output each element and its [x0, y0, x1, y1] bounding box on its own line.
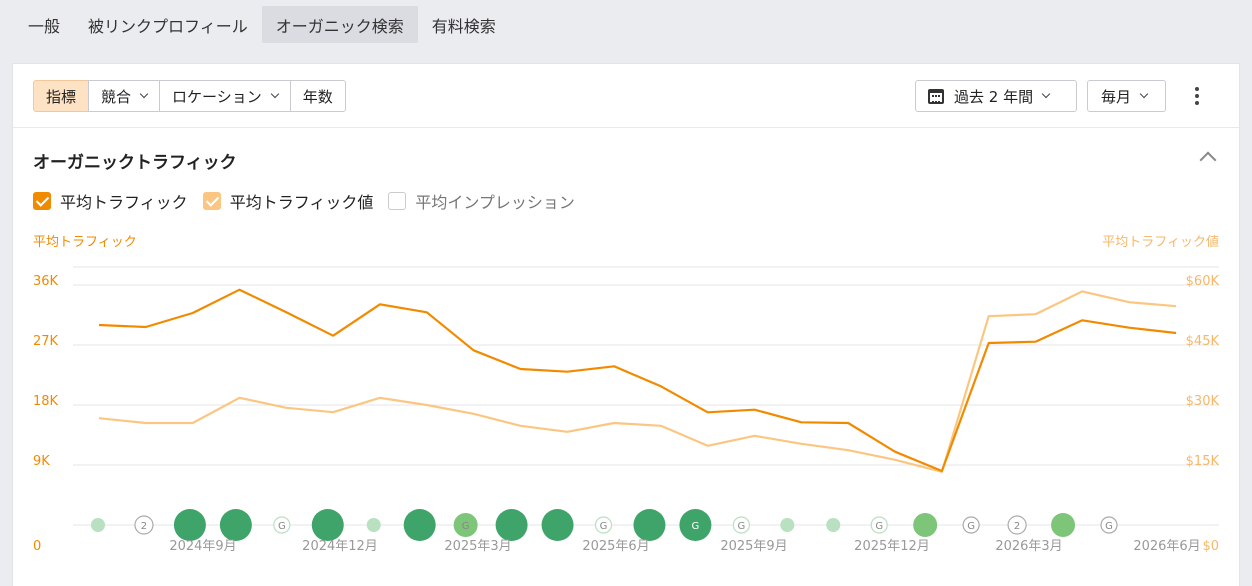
chevron-down-icon: [270, 89, 279, 99]
x-tick-label: 2024年9月: [169, 539, 236, 554]
calendar-icon: [928, 88, 944, 104]
left-tick-label: 36K: [33, 274, 59, 289]
location-label: ロケーション: [172, 87, 262, 106]
update-marker-icon: [495, 509, 528, 541]
filter-segment: 指標 競合 ロケーション 年数: [33, 80, 346, 112]
legend-label: 平均トラフィック値: [229, 193, 374, 212]
update-marker-icon: [403, 509, 436, 541]
left-axis-title: 平均トラフィック: [33, 235, 137, 250]
legend-label: 平均インプレッション: [415, 193, 575, 212]
update-marker-icon: [826, 518, 841, 532]
checkbox-checked-icon: [202, 192, 221, 210]
left-tick-label: 9K: [33, 454, 50, 469]
update-marker-icon: [453, 513, 478, 537]
competitors-label: 競合: [101, 87, 132, 106]
legend-avg-impressions[interactable]: 平均インプレッション: [388, 189, 575, 213]
collapse-chevron-icon[interactable]: [1199, 151, 1217, 169]
google-g-icon: 2: [141, 521, 147, 532]
series-line-avg-traffic: [98, 288, 1177, 473]
update-marker-icon: [732, 516, 750, 534]
tab-paid-search[interactable]: 有料検索: [431, 16, 496, 36]
update-marker-icon: [219, 509, 252, 541]
toolbar: 指標 競合 ロケーション 年数 過去 2 年間 毎月: [13, 64, 1239, 128]
x-tick-label: 2025年9月: [720, 539, 787, 554]
google-g-icon: G: [462, 521, 470, 532]
chevron-down-icon: [1041, 89, 1051, 99]
right-axis-title: 平均トラフィック値: [1102, 234, 1219, 250]
right-tick-label: $15K: [1186, 454, 1220, 469]
checkbox-unchecked-icon: [388, 192, 407, 210]
tab-bar: 一般 被リンクプロフィール オーガニック検索 有料検索: [14, 6, 510, 43]
google-g-icon: G: [875, 521, 883, 532]
traffic-chart: 平均トラフィック 平均トラフィック値 0 $0 9K $15K 18K $30K 27K $4…: [33, 234, 1220, 554]
update-marker-icon: [780, 518, 795, 532]
years-label: 年数: [302, 87, 333, 106]
update-marker-icon: [134, 515, 154, 535]
update-marker-icon: [1100, 516, 1118, 534]
update-marker-icon: [273, 516, 291, 534]
update-marker-icon: [679, 509, 712, 541]
update-marker-icon: [1051, 513, 1076, 537]
competitors-dropdown[interactable]: 競合: [88, 80, 161, 112]
update-marker-icon: [541, 509, 574, 541]
series-line-avg-traffic-value: [98, 290, 1177, 473]
update-marker-icon: [1007, 515, 1027, 535]
x-tick-label: 2026年3月: [995, 539, 1062, 554]
period-dropdown[interactable]: 毎月: [1087, 80, 1166, 112]
update-marker-icon: [91, 518, 105, 532]
update-marker-icon: [633, 509, 666, 541]
update-marker-icon: [311, 509, 344, 541]
update-marker-icon: [913, 513, 938, 537]
organic-traffic-card: 指標 競合 ロケーション 年数 過去 2 年間 毎月 オーガニックトラフィック …: [12, 63, 1240, 586]
left-tick-label: 0: [33, 539, 41, 554]
chart-legend: 平均トラフィック 平均トラフィック値 平均インプレッション: [33, 190, 590, 212]
right-tick-label: $30K: [1186, 394, 1220, 409]
legend-label: 平均トラフィック: [60, 193, 188, 212]
metrics-button[interactable]: 指標: [33, 80, 90, 112]
right-tick-label: $0: [1202, 539, 1219, 554]
tab-general[interactable]: 一般: [28, 16, 61, 36]
checkbox-checked-icon: [33, 192, 51, 210]
left-tick-label: 18K: [33, 394, 59, 409]
update-marker-icon: [870, 516, 888, 534]
google-g-icon: G: [967, 521, 975, 532]
google-g-icon: 2: [1014, 521, 1020, 532]
google-g-icon: G: [278, 521, 286, 532]
google-g-icon: G: [600, 521, 608, 532]
update-marker-icon: [962, 516, 980, 534]
years-button[interactable]: 年数: [289, 80, 346, 112]
x-tick-label: 2025年6月: [582, 539, 649, 554]
tab-backlink-profile[interactable]: 被リンクプロフィール: [88, 16, 248, 36]
right-tick-label: $45K: [1186, 334, 1220, 349]
location-dropdown[interactable]: ロケーション: [159, 80, 291, 112]
more-options-icon[interactable]: [1187, 84, 1207, 108]
x-tick-label: 2026年6月: [1133, 539, 1200, 554]
google-g-icon: G: [1105, 521, 1113, 532]
google-g-icon: G: [692, 521, 700, 532]
x-tick-label: 2024年12月: [302, 539, 378, 554]
tab-organic-search[interactable]: オーガニック検索: [261, 6, 418, 43]
date-range-dropdown[interactable]: 過去 2 年間: [915, 80, 1077, 112]
metrics-label: 指標: [46, 87, 77, 106]
update-marker-icon: [594, 516, 613, 534]
section-title: オーガニックトラフィック: [33, 153, 237, 173]
legend-avg-traffic-value[interactable]: 平均トラフィック値: [202, 189, 374, 213]
left-tick-label: 27K: [33, 334, 59, 349]
update-marker-icon: [366, 518, 381, 532]
google-g-icon: G: [737, 521, 745, 532]
x-tick-label: 2025年12月: [854, 539, 930, 554]
chevron-down-icon: [1139, 89, 1149, 99]
right-tick-label: $60K: [1186, 274, 1220, 289]
date-range-label: 過去 2 年間: [954, 87, 1034, 106]
period-label: 毎月: [1101, 87, 1132, 106]
update-marker-icon: [173, 509, 206, 541]
legend-avg-traffic[interactable]: 平均トラフィック: [33, 189, 188, 213]
chevron-down-icon: [139, 89, 149, 99]
x-tick-label: 2025年3月: [444, 539, 511, 554]
